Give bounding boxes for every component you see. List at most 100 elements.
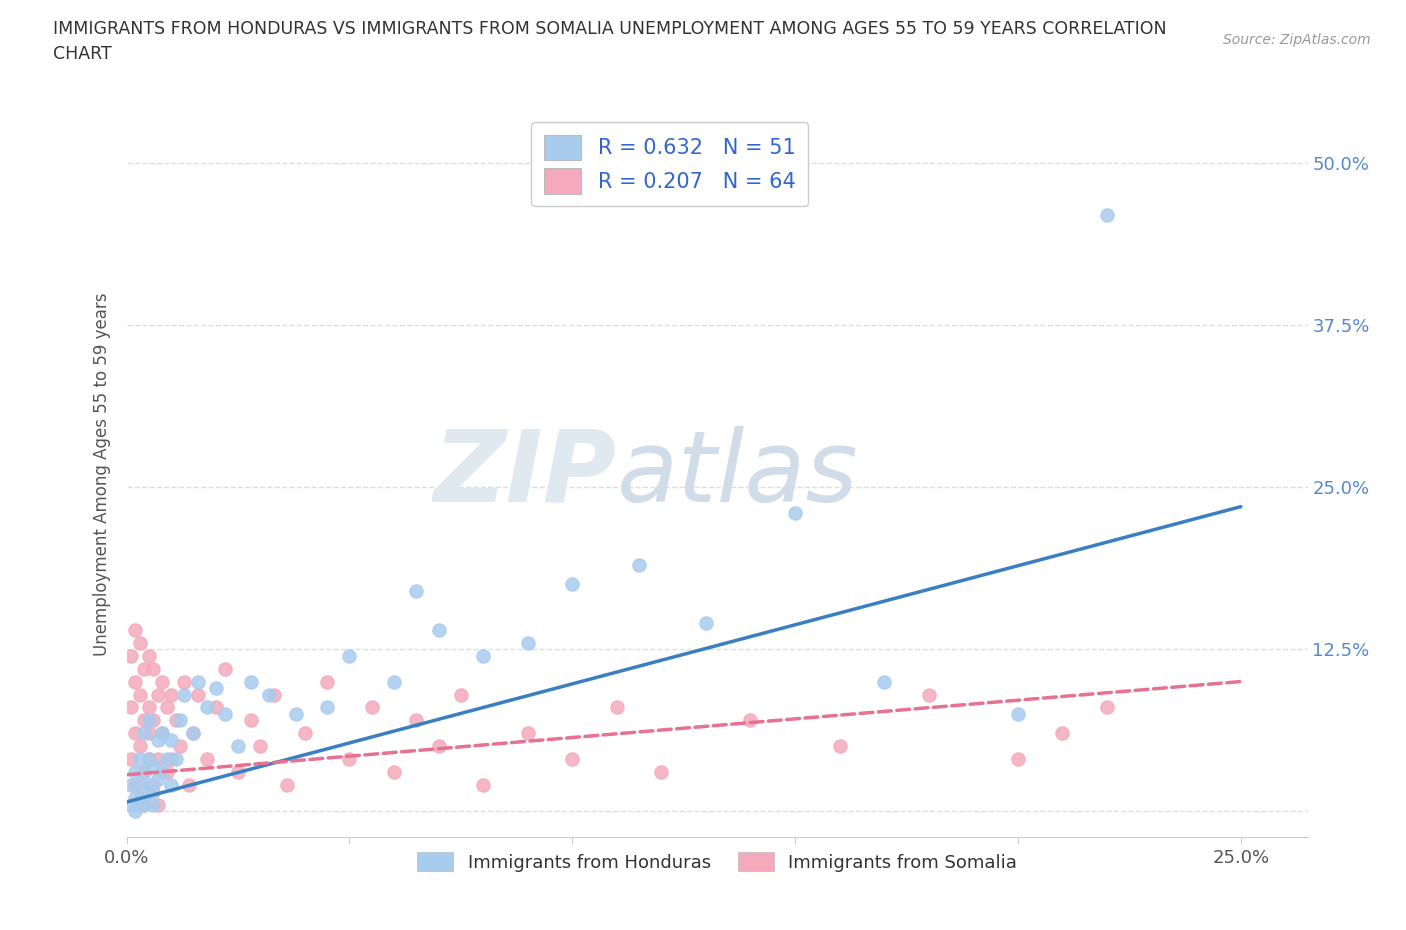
- Point: [257, 687, 280, 702]
- Point: [606, 700, 628, 715]
- Point: [124, 790, 146, 805]
- Point: [650, 764, 672, 779]
- Point: [516, 726, 538, 741]
- Point: [472, 777, 495, 792]
- Text: IMMIGRANTS FROM HONDURAS VS IMMIGRANTS FROM SOMALIA UNEMPLOYMENT AMONG AGES 55 T: IMMIGRANTS FROM HONDURAS VS IMMIGRANTS F…: [53, 20, 1167, 38]
- Point: [187, 687, 209, 702]
- Point: [138, 726, 160, 741]
- Point: [226, 738, 249, 753]
- Point: [1095, 207, 1118, 222]
- Point: [129, 687, 152, 702]
- Point: [427, 622, 450, 637]
- Text: Source: ZipAtlas.com: Source: ZipAtlas.com: [1223, 33, 1371, 46]
- Point: [124, 777, 146, 792]
- Point: [124, 622, 146, 637]
- Text: ZIP: ZIP: [433, 426, 617, 523]
- Point: [134, 726, 156, 741]
- Point: [142, 758, 165, 773]
- Point: [138, 648, 160, 663]
- Point: [138, 777, 160, 792]
- Point: [134, 713, 156, 728]
- Point: [427, 738, 450, 753]
- Point: [294, 726, 316, 741]
- Point: [129, 777, 152, 792]
- Point: [214, 661, 236, 676]
- Point: [165, 751, 187, 766]
- Point: [134, 790, 156, 805]
- Point: [120, 700, 142, 715]
- Point: [284, 707, 307, 722]
- Point: [124, 726, 146, 741]
- Point: [138, 751, 160, 766]
- Point: [138, 700, 160, 715]
- Point: [405, 583, 427, 598]
- Point: [249, 738, 271, 753]
- Point: [124, 804, 146, 818]
- Point: [124, 764, 146, 779]
- Point: [150, 726, 173, 741]
- Point: [150, 674, 173, 689]
- Point: [1095, 700, 1118, 715]
- Point: [160, 687, 183, 702]
- Point: [142, 784, 165, 799]
- Point: [129, 751, 152, 766]
- Text: CHART: CHART: [53, 45, 112, 62]
- Point: [150, 726, 173, 741]
- Point: [160, 733, 183, 748]
- Point: [120, 751, 142, 766]
- Point: [316, 700, 339, 715]
- Legend: Immigrants from Honduras, Immigrants from Somalia: Immigrants from Honduras, Immigrants fro…: [409, 845, 1025, 879]
- Point: [263, 687, 285, 702]
- Point: [316, 674, 339, 689]
- Point: [276, 777, 298, 792]
- Point: [695, 616, 717, 631]
- Point: [146, 733, 169, 748]
- Point: [740, 713, 762, 728]
- Point: [120, 648, 142, 663]
- Point: [134, 797, 156, 812]
- Point: [129, 790, 152, 805]
- Point: [146, 687, 169, 702]
- Point: [150, 764, 173, 779]
- Point: [382, 674, 405, 689]
- Point: [195, 700, 218, 715]
- Point: [405, 713, 427, 728]
- Point: [173, 674, 195, 689]
- Point: [240, 674, 263, 689]
- Point: [169, 738, 191, 753]
- Point: [142, 777, 165, 792]
- Point: [918, 687, 941, 702]
- Point: [146, 797, 169, 812]
- Point: [516, 635, 538, 650]
- Point: [177, 777, 200, 792]
- Point: [165, 713, 187, 728]
- Point: [873, 674, 896, 689]
- Point: [1007, 751, 1029, 766]
- Point: [183, 726, 205, 741]
- Point: [195, 751, 218, 766]
- Point: [628, 558, 651, 573]
- Point: [134, 764, 156, 779]
- Point: [783, 506, 806, 521]
- Point: [134, 764, 156, 779]
- Point: [1007, 707, 1029, 722]
- Point: [828, 738, 851, 753]
- Point: [561, 751, 583, 766]
- Point: [146, 751, 169, 766]
- Point: [169, 713, 191, 728]
- Point: [382, 764, 405, 779]
- Point: [160, 777, 183, 792]
- Point: [337, 751, 360, 766]
- Point: [134, 797, 156, 812]
- Point: [156, 751, 179, 766]
- Point: [472, 648, 495, 663]
- Point: [138, 713, 160, 728]
- Point: [120, 797, 142, 812]
- Point: [156, 764, 179, 779]
- Point: [183, 726, 205, 741]
- Point: [160, 751, 183, 766]
- Point: [337, 648, 360, 663]
- Point: [226, 764, 249, 779]
- Point: [120, 777, 142, 792]
- Point: [561, 577, 583, 591]
